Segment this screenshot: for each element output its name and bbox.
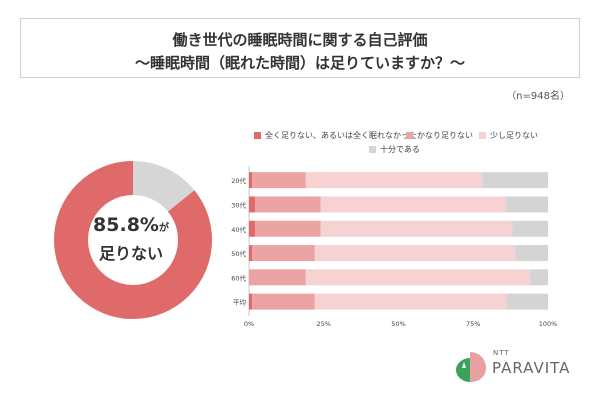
legend-swatch — [369, 146, 376, 153]
x-tick-label: 0% — [244, 320, 254, 328]
bar-segment — [249, 196, 255, 213]
legend-item-enough: 十分である — [369, 144, 420, 155]
bar-segment — [305, 269, 531, 286]
donut-main-arc — [54, 161, 212, 319]
donut-chart — [54, 161, 212, 319]
donut-percent: 85.8%が — [90, 214, 172, 236]
bar-segment — [251, 245, 315, 262]
bar-segment — [320, 220, 513, 237]
logo-paravita-text: PARAVITA — [492, 359, 571, 377]
donut-label: 足りない — [98, 244, 163, 263]
donut-percent-value: 85.8% — [93, 214, 159, 236]
bar-segment — [506, 293, 548, 310]
bar-segment — [249, 245, 252, 262]
legend-swatch — [406, 132, 413, 139]
logo-ntt-text: NTT — [493, 349, 510, 357]
y-tick-label: 30代 — [231, 200, 246, 209]
legend-item-quite: かなり足りない — [406, 130, 473, 141]
chart-subtitle: ～睡眠時間（眠れた時間）は足りていますか？～ — [134, 54, 465, 72]
bar-segment — [249, 269, 306, 286]
bar-segment — [249, 172, 252, 189]
bar-segment — [249, 220, 255, 237]
logo-mark-icon — [456, 352, 486, 382]
x-tick-label: 50% — [391, 320, 405, 328]
bar-segment — [314, 293, 507, 310]
chart-title: 働き世代の睡眠時間に関する自己評価 — [172, 31, 428, 49]
legend-label: 全く足りない、あるいは全く眠れなかった — [265, 131, 417, 140]
donut-hole — [95, 207, 171, 277]
bar-segment — [251, 293, 315, 310]
x-tick-label: 100% — [539, 320, 558, 328]
bar-segment — [249, 293, 252, 310]
y-tick-label: 50代 — [231, 249, 246, 258]
legend-swatch — [254, 132, 261, 139]
y-tick-label: 40代 — [231, 225, 246, 234]
sample-size: （n=948名） — [506, 91, 570, 102]
bar-segment — [530, 269, 548, 286]
bar-segment — [320, 196, 507, 213]
y-tick-label: 60代 — [231, 273, 246, 282]
bar-segment — [515, 245, 548, 262]
bar-segment — [254, 220, 321, 237]
bar-segment — [482, 172, 548, 189]
bar-segment — [251, 172, 306, 189]
bar-segment — [512, 220, 548, 237]
legend-label: 少し足りない — [490, 131, 538, 140]
bar-segment — [254, 196, 321, 213]
legend-item-none: 全く足りない、あるいは全く眠れなかった — [254, 130, 417, 141]
legend-label: かなり足りない — [417, 131, 473, 140]
legend-swatch — [479, 132, 486, 139]
donut-percent-suffix: が — [158, 223, 169, 234]
bar-segment — [506, 196, 548, 213]
bar-segment — [314, 245, 516, 262]
paravita-logo: NTT PARAVITA — [452, 348, 572, 384]
x-tick-label: 25% — [317, 320, 331, 328]
legend-item-little: 少し足りない — [479, 130, 538, 141]
y-tick-label: 20代 — [231, 176, 246, 185]
title-box: 働き世代の睡眠時間に関する自己評価 ～睡眠時間（眠れた時間）は足りていますか？～ — [20, 18, 580, 78]
y-tick-label: 平均 — [233, 298, 247, 307]
legend-label: 十分である — [380, 145, 420, 154]
x-tick-label: 75% — [466, 320, 480, 328]
bar-segment — [305, 172, 483, 189]
